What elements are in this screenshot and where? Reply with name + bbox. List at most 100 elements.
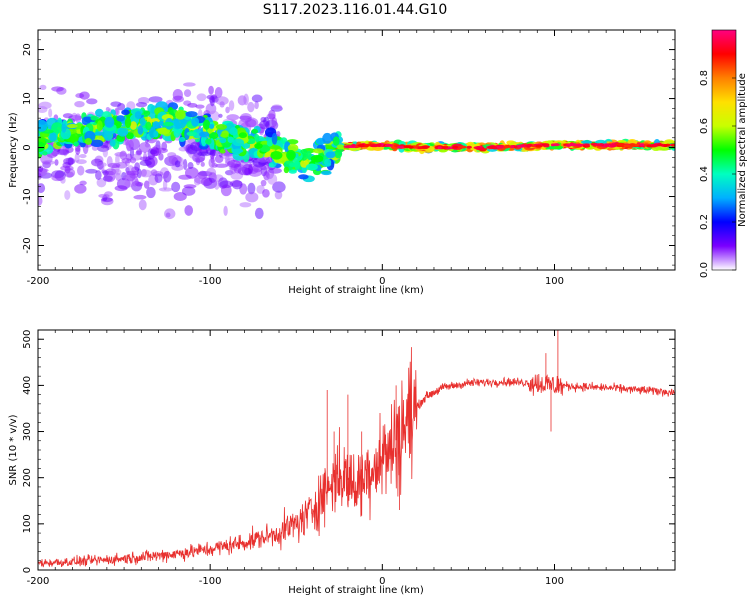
heatmap-cell <box>254 143 263 149</box>
heatmap-cell <box>181 186 196 196</box>
heatmap-cell <box>214 87 223 98</box>
heatmap-cell <box>214 163 228 168</box>
heatmap-cell <box>157 127 170 135</box>
heatmap-cell <box>173 117 187 129</box>
heatmap-cell <box>232 138 245 147</box>
heatmap-cell <box>106 156 113 168</box>
heatmap-cell <box>96 120 103 132</box>
colorbar-tick-label: 0.6 <box>699 118 710 134</box>
snr-ytick-label: 200 <box>22 468 33 487</box>
heatmap-cell <box>184 167 199 179</box>
heatmap-cell <box>325 151 336 159</box>
heatmap-cell <box>134 162 140 171</box>
heatmap-cell <box>183 158 188 171</box>
spectrogram-xtick-label: 0 <box>379 276 385 287</box>
heatmap-cell <box>194 156 205 163</box>
heatmap-cell <box>239 202 252 208</box>
snr-ytick-label: 500 <box>22 330 33 349</box>
heatmap-cell <box>219 149 226 154</box>
heatmap-cell <box>575 143 583 147</box>
heatmap-cell <box>38 119 48 132</box>
heatmap-cell <box>103 131 113 141</box>
heatmap-cell <box>94 131 105 136</box>
heatmap-cell <box>79 91 90 100</box>
heatmap-cell <box>121 109 130 116</box>
heatmap-cell <box>286 149 296 161</box>
heatmap-cell <box>185 111 198 118</box>
heatmap-cell <box>535 144 543 148</box>
heatmap-cell <box>51 86 64 92</box>
heatmap-cell <box>85 168 98 174</box>
heatmap-cell <box>452 145 459 149</box>
heatmap-cell <box>218 113 223 118</box>
heatmap-cell <box>219 137 227 144</box>
heatmap-cell <box>623 144 631 148</box>
heatmap-cell <box>150 146 160 157</box>
heatmap-cell <box>542 144 550 148</box>
snr-frame <box>37 329 676 571</box>
heatmap-cell <box>79 154 87 159</box>
heatmap-cell <box>200 161 205 167</box>
heatmap-cell <box>147 103 155 113</box>
heatmap-cell <box>225 106 230 114</box>
heatmap-cell <box>251 128 259 134</box>
spectrogram-ytick-label: 20 <box>22 43 33 56</box>
heatmap-cell <box>139 160 152 167</box>
heatmap-cell <box>268 109 276 121</box>
heatmap-cell <box>145 121 152 131</box>
heatmap-cell <box>66 171 74 178</box>
heatmap-cell <box>112 168 122 176</box>
heatmap-cell <box>135 102 148 108</box>
heatmap-cell <box>671 143 675 147</box>
heatmap-cell <box>271 104 282 110</box>
heatmap-cell <box>74 184 87 194</box>
heatmap-cell <box>403 145 414 149</box>
heatmap-cell <box>63 157 75 165</box>
heatmap-cell <box>238 132 248 139</box>
spectrogram-xtick-label: -200 <box>27 276 50 287</box>
heatmap-cell <box>38 165 44 172</box>
heatmap-cell <box>158 153 164 161</box>
heatmap-cell <box>117 102 126 111</box>
heatmap-cell <box>305 163 318 171</box>
spectrogram-heatmap <box>38 82 675 220</box>
heatmap-cell <box>283 166 290 174</box>
heatmap-cell <box>125 170 140 176</box>
heatmap-cell <box>173 127 181 138</box>
heatmap-cell <box>270 150 283 160</box>
heatmap-cell <box>178 137 186 142</box>
spectrogram-ytick-label: 0 <box>22 144 33 150</box>
heatmap-cell <box>243 93 249 106</box>
heatmap-cell <box>568 143 577 147</box>
colorbar-gradient <box>711 29 737 271</box>
heatmap-cell <box>162 121 174 127</box>
heatmap-cell <box>502 145 512 149</box>
heatmap-cell <box>384 143 394 147</box>
heatmap-cell <box>73 141 79 147</box>
heatmap-cell <box>124 117 132 129</box>
heatmap-cell <box>205 138 212 145</box>
heatmap-cell <box>458 145 467 149</box>
heatmap-cell <box>152 121 160 129</box>
heatmap-cell <box>594 143 604 147</box>
snr-xlabel: Height of straight line (km) <box>288 585 424 596</box>
heatmap-cell <box>148 96 163 103</box>
heatmap-cell <box>206 167 217 178</box>
heatmap-cell <box>209 95 215 107</box>
heatmap-cell <box>95 170 102 181</box>
snr-axes: -200 -100 0 100 0 100 200 300 400 500 <box>22 330 676 587</box>
heatmap-cell <box>51 122 63 134</box>
heatmap-cell <box>191 117 200 127</box>
heatmap-cell <box>231 180 243 190</box>
snr-xtick-label: 0 <box>379 576 385 587</box>
snr-ytick-label: 100 <box>22 514 33 533</box>
heatmap-cell <box>434 145 439 149</box>
heatmap-cell <box>208 131 219 140</box>
heatmap-cell <box>175 109 186 120</box>
heatmap-cell <box>663 143 668 147</box>
snr-xtick-label: 100 <box>545 576 564 587</box>
heatmap-cell <box>375 143 382 147</box>
heatmap-cell <box>171 181 181 193</box>
heatmap-cell <box>254 207 264 220</box>
